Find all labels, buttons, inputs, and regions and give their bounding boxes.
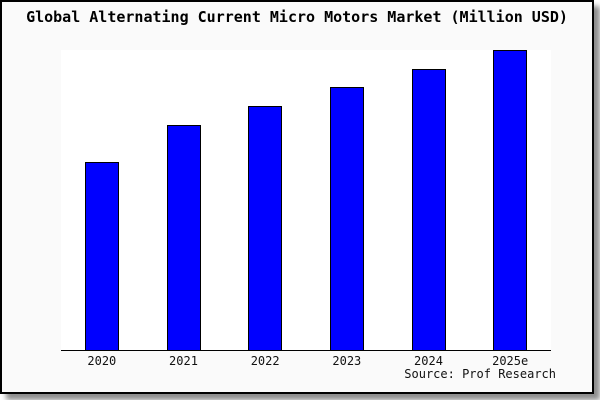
- source-credit: Source: Prof Research: [404, 367, 556, 381]
- bar-2021: [166, 125, 201, 350]
- x-tick-label-2023: 2023: [332, 354, 362, 368]
- bar-2020: [84, 161, 119, 350]
- x-tick-label-2025e: 2025e: [492, 354, 529, 368]
- bar-2022: [248, 106, 283, 350]
- x-tick-label-2022: 2022: [250, 354, 280, 368]
- x-tick-label-2020: 2020: [87, 354, 117, 368]
- bar-2025e: [493, 50, 528, 350]
- bar-2023: [329, 86, 364, 350]
- x-axis-labels: 2020 2021 2022 2023 2024 2025e: [61, 354, 551, 368]
- bar-2024: [411, 68, 446, 350]
- x-tick-label-2021: 2021: [169, 354, 198, 368]
- chart-title: Global Alternating Current Micro Motors …: [26, 8, 568, 26]
- chart-card: Global Alternating Current Micro Motors …: [0, 0, 594, 394]
- x-tick-label-2024: 2024: [414, 354, 443, 368]
- plot-area: [61, 50, 551, 351]
